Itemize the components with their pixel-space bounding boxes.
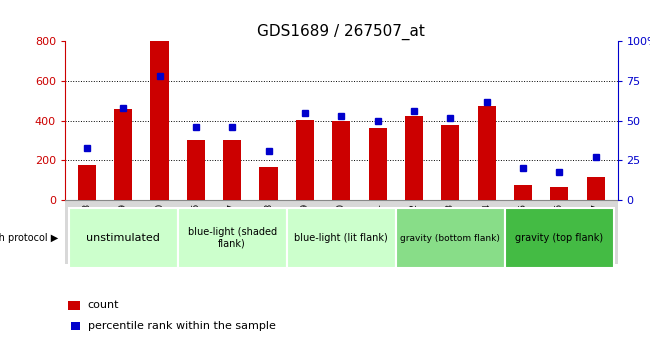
Bar [150, 41, 168, 200]
Bar [296, 120, 314, 200]
Text: unstimulated: unstimulated [86, 233, 160, 243]
Bar [551, 187, 569, 200]
Bar [332, 121, 350, 200]
Bar [369, 128, 387, 200]
Bar [441, 125, 460, 200]
Text: percentile rank within the sample: percentile rank within the sample [88, 321, 276, 331]
Text: blue-light (lit flank): blue-light (lit flank) [294, 233, 388, 243]
Bar [114, 109, 132, 200]
Bar [177, 208, 287, 268]
Text: gravity (top flank): gravity (top flank) [515, 233, 603, 243]
Text: growth protocol ▶: growth protocol ▶ [0, 233, 58, 243]
Title: GDS1689 / 267507_at: GDS1689 / 267507_at [257, 24, 425, 40]
Text: gravity (bottom flank): gravity (bottom flank) [400, 234, 500, 243]
Text: count: count [88, 300, 119, 310]
Bar [78, 165, 96, 200]
Bar [586, 177, 605, 200]
Bar [505, 208, 614, 268]
Bar [287, 208, 396, 268]
Bar [478, 106, 496, 200]
Bar [187, 140, 205, 200]
Bar [69, 208, 177, 268]
Bar [514, 185, 532, 200]
Bar [396, 208, 505, 268]
Bar [223, 140, 241, 200]
Text: blue-light (shaded
flank): blue-light (shaded flank) [188, 227, 277, 249]
Bar [259, 167, 278, 200]
Bar [405, 116, 423, 200]
